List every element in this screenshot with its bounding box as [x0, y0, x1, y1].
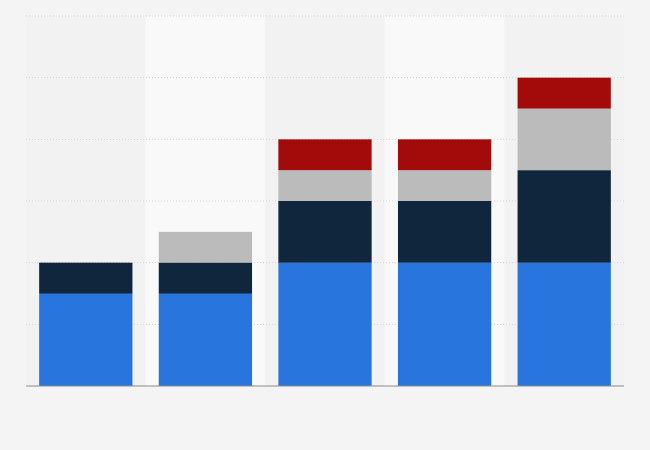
bar-segment — [397, 262, 492, 386]
bar-segment — [278, 262, 372, 386]
bar-segment — [278, 139, 372, 171]
bar-segment — [158, 231, 253, 263]
bar-segment — [397, 201, 492, 263]
bar-segment — [278, 170, 372, 201]
bar-segment — [158, 293, 253, 386]
bar-segment — [397, 170, 492, 201]
bar-segment — [39, 293, 133, 386]
bar-segment — [39, 262, 133, 294]
bar-segment — [517, 262, 611, 386]
bar-segment — [517, 77, 611, 109]
bar-segment — [158, 262, 253, 294]
bar-segment — [397, 139, 492, 171]
bar-segment — [517, 108, 611, 171]
bar-segment — [278, 201, 372, 263]
bar-segment — [517, 170, 611, 263]
